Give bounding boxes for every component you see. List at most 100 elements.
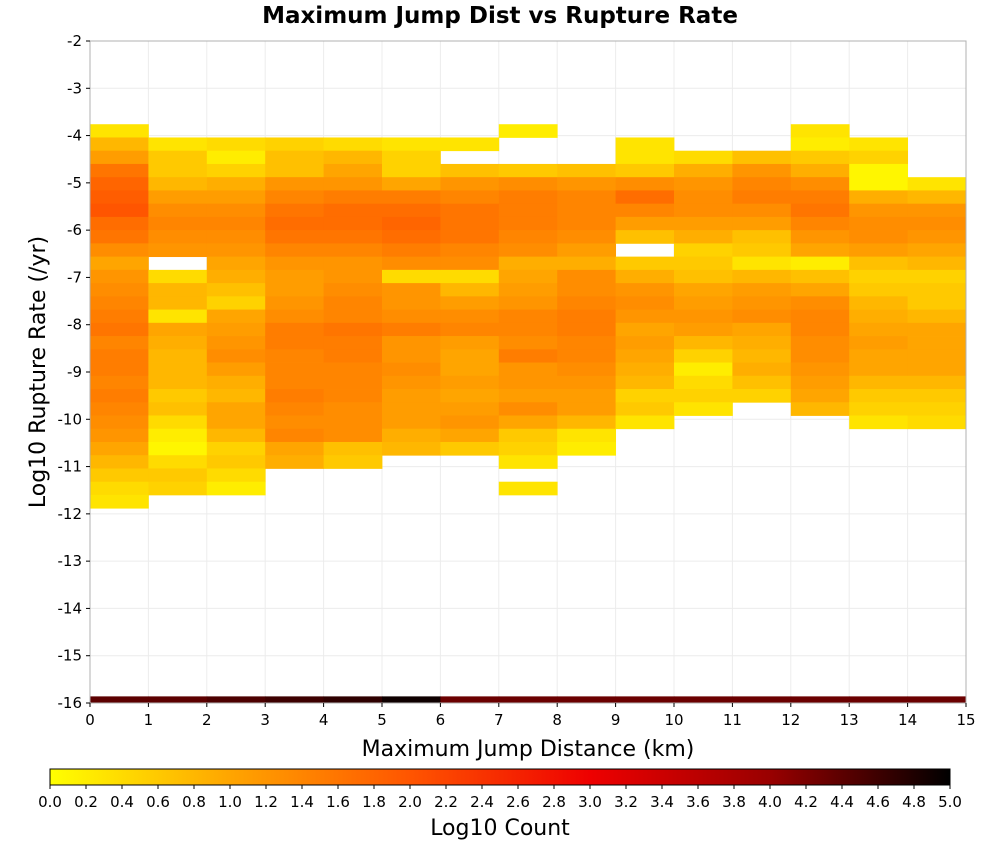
heatmap-cell (440, 203, 500, 218)
heatmap-cell (849, 362, 908, 377)
heatmap-cell (498, 269, 558, 284)
heatmap-cell (382, 283, 441, 297)
heatmap-cell (90, 163, 149, 178)
heatmap-cell (849, 696, 908, 703)
heatmap-cell (907, 389, 967, 403)
heatmap-cell (849, 296, 908, 310)
x-tick-label: 2 (202, 711, 212, 729)
heatmap-cell (323, 402, 383, 416)
heatmap-cell (440, 696, 500, 703)
heatmap-cell (323, 375, 383, 390)
heatmap-cell (265, 441, 324, 456)
y-tick-label: -3 (67, 79, 82, 97)
x-tick-label: 8 (552, 711, 562, 729)
heatmap-cell (498, 375, 558, 390)
heatmap-cell (732, 389, 792, 403)
x-tick-label: 9 (611, 711, 621, 729)
heatmap-cell (849, 163, 908, 178)
heatmap-cell (732, 190, 792, 205)
heatmap-cell (557, 428, 616, 443)
heatmap-cell (498, 243, 558, 258)
heatmap-cell (206, 481, 266, 496)
heatmap-cell (323, 216, 383, 231)
heatmap-cell (323, 696, 383, 703)
heatmap-cell (265, 190, 324, 205)
colorbar-tick-label: 5.0 (938, 793, 962, 811)
heatmap-cell (557, 177, 616, 191)
colorbar-tick-label: 0.8 (182, 793, 206, 811)
heatmap-cell (90, 124, 149, 138)
x-tick-label: 5 (377, 711, 387, 729)
heatmap-cell (148, 163, 208, 178)
colorbar-tick-label: 1.6 (326, 793, 350, 811)
heatmap-cell (265, 428, 324, 443)
heatmap-cell (382, 177, 441, 191)
x-tick-label: 15 (956, 711, 975, 729)
heatmap-cell (148, 349, 208, 363)
x-tick-label: 4 (319, 711, 329, 729)
heatmap-cell (790, 336, 850, 350)
heatmap-cell (90, 216, 149, 231)
heatmap-cell (557, 336, 616, 350)
y-axis: -2 -3 -4 -5 -6 -7 -8 -9 -10 -11 -12 -13 -14 -15 -16 (58, 32, 90, 712)
heatmap-cell (907, 296, 967, 310)
y-tick-label: -15 (58, 647, 83, 665)
heatmap-cell (674, 283, 733, 297)
heatmap-cell (674, 163, 733, 178)
heatmap-cell (790, 362, 850, 377)
heatmap-cell (440, 269, 500, 284)
heatmap-cell (323, 428, 383, 443)
heatmap-cell (674, 203, 733, 218)
heatmap-cell (557, 216, 616, 231)
heatmap-cell (498, 256, 558, 271)
heatmap-cell (206, 336, 266, 350)
heatmap-cell (557, 309, 616, 324)
heatmap-cell (323, 362, 383, 377)
heatmap-cell (90, 349, 149, 363)
heatmap-cell (148, 415, 208, 430)
colorbar-tick-label: 3.4 (650, 793, 674, 811)
heatmap-cell (790, 190, 850, 205)
heatmap-cell (323, 415, 383, 430)
heatmap-cell (849, 150, 908, 165)
heatmap-cell (206, 375, 266, 390)
heatmap-cell (674, 190, 733, 205)
colorbar-tick-label: 2.0 (398, 793, 422, 811)
heatmap-cell (615, 177, 675, 191)
heatmap-cell (790, 177, 850, 191)
y-axis-label: Log10 Rupture Rate (/yr) (26, 236, 51, 508)
heatmap-cell (907, 256, 967, 271)
heatmap-cell (265, 203, 324, 218)
heatmap-cell (674, 349, 733, 363)
heatmap-cell (557, 243, 616, 258)
y-tick-label: -11 (58, 458, 83, 476)
heatmap-cell (498, 322, 558, 337)
heatmap-cell (148, 296, 208, 310)
heatmap-cell (907, 243, 967, 258)
y-tick-label: -9 (67, 363, 82, 381)
heatmap-cell (323, 283, 383, 297)
colorbar-tick-label: 3.8 (722, 793, 746, 811)
heatmap-cell (440, 402, 500, 416)
heatmap-cell (382, 322, 441, 337)
heatmap-cell (90, 190, 149, 205)
heatmap-cell (790, 322, 850, 337)
heatmap-cell (907, 336, 967, 350)
heatmap-cell (732, 283, 792, 297)
heatmap-cell (790, 216, 850, 231)
heatmap-cell (615, 150, 675, 165)
heatmap-cell (557, 402, 616, 416)
heatmap-cell (440, 256, 500, 271)
heatmap-cell (90, 150, 149, 165)
heatmap-cell (674, 389, 733, 403)
heatmap-cell (615, 203, 675, 218)
heatmap-cell (90, 455, 149, 469)
heatmap-cell (440, 296, 500, 310)
heatmap-cell (382, 402, 441, 416)
heatmap-cell (674, 269, 733, 284)
heatmap-cell (849, 230, 908, 244)
heatmap-cell (148, 441, 208, 456)
heatmap-cell (148, 216, 208, 231)
heatmap-cell (615, 283, 675, 297)
heatmap-cell (732, 322, 792, 337)
